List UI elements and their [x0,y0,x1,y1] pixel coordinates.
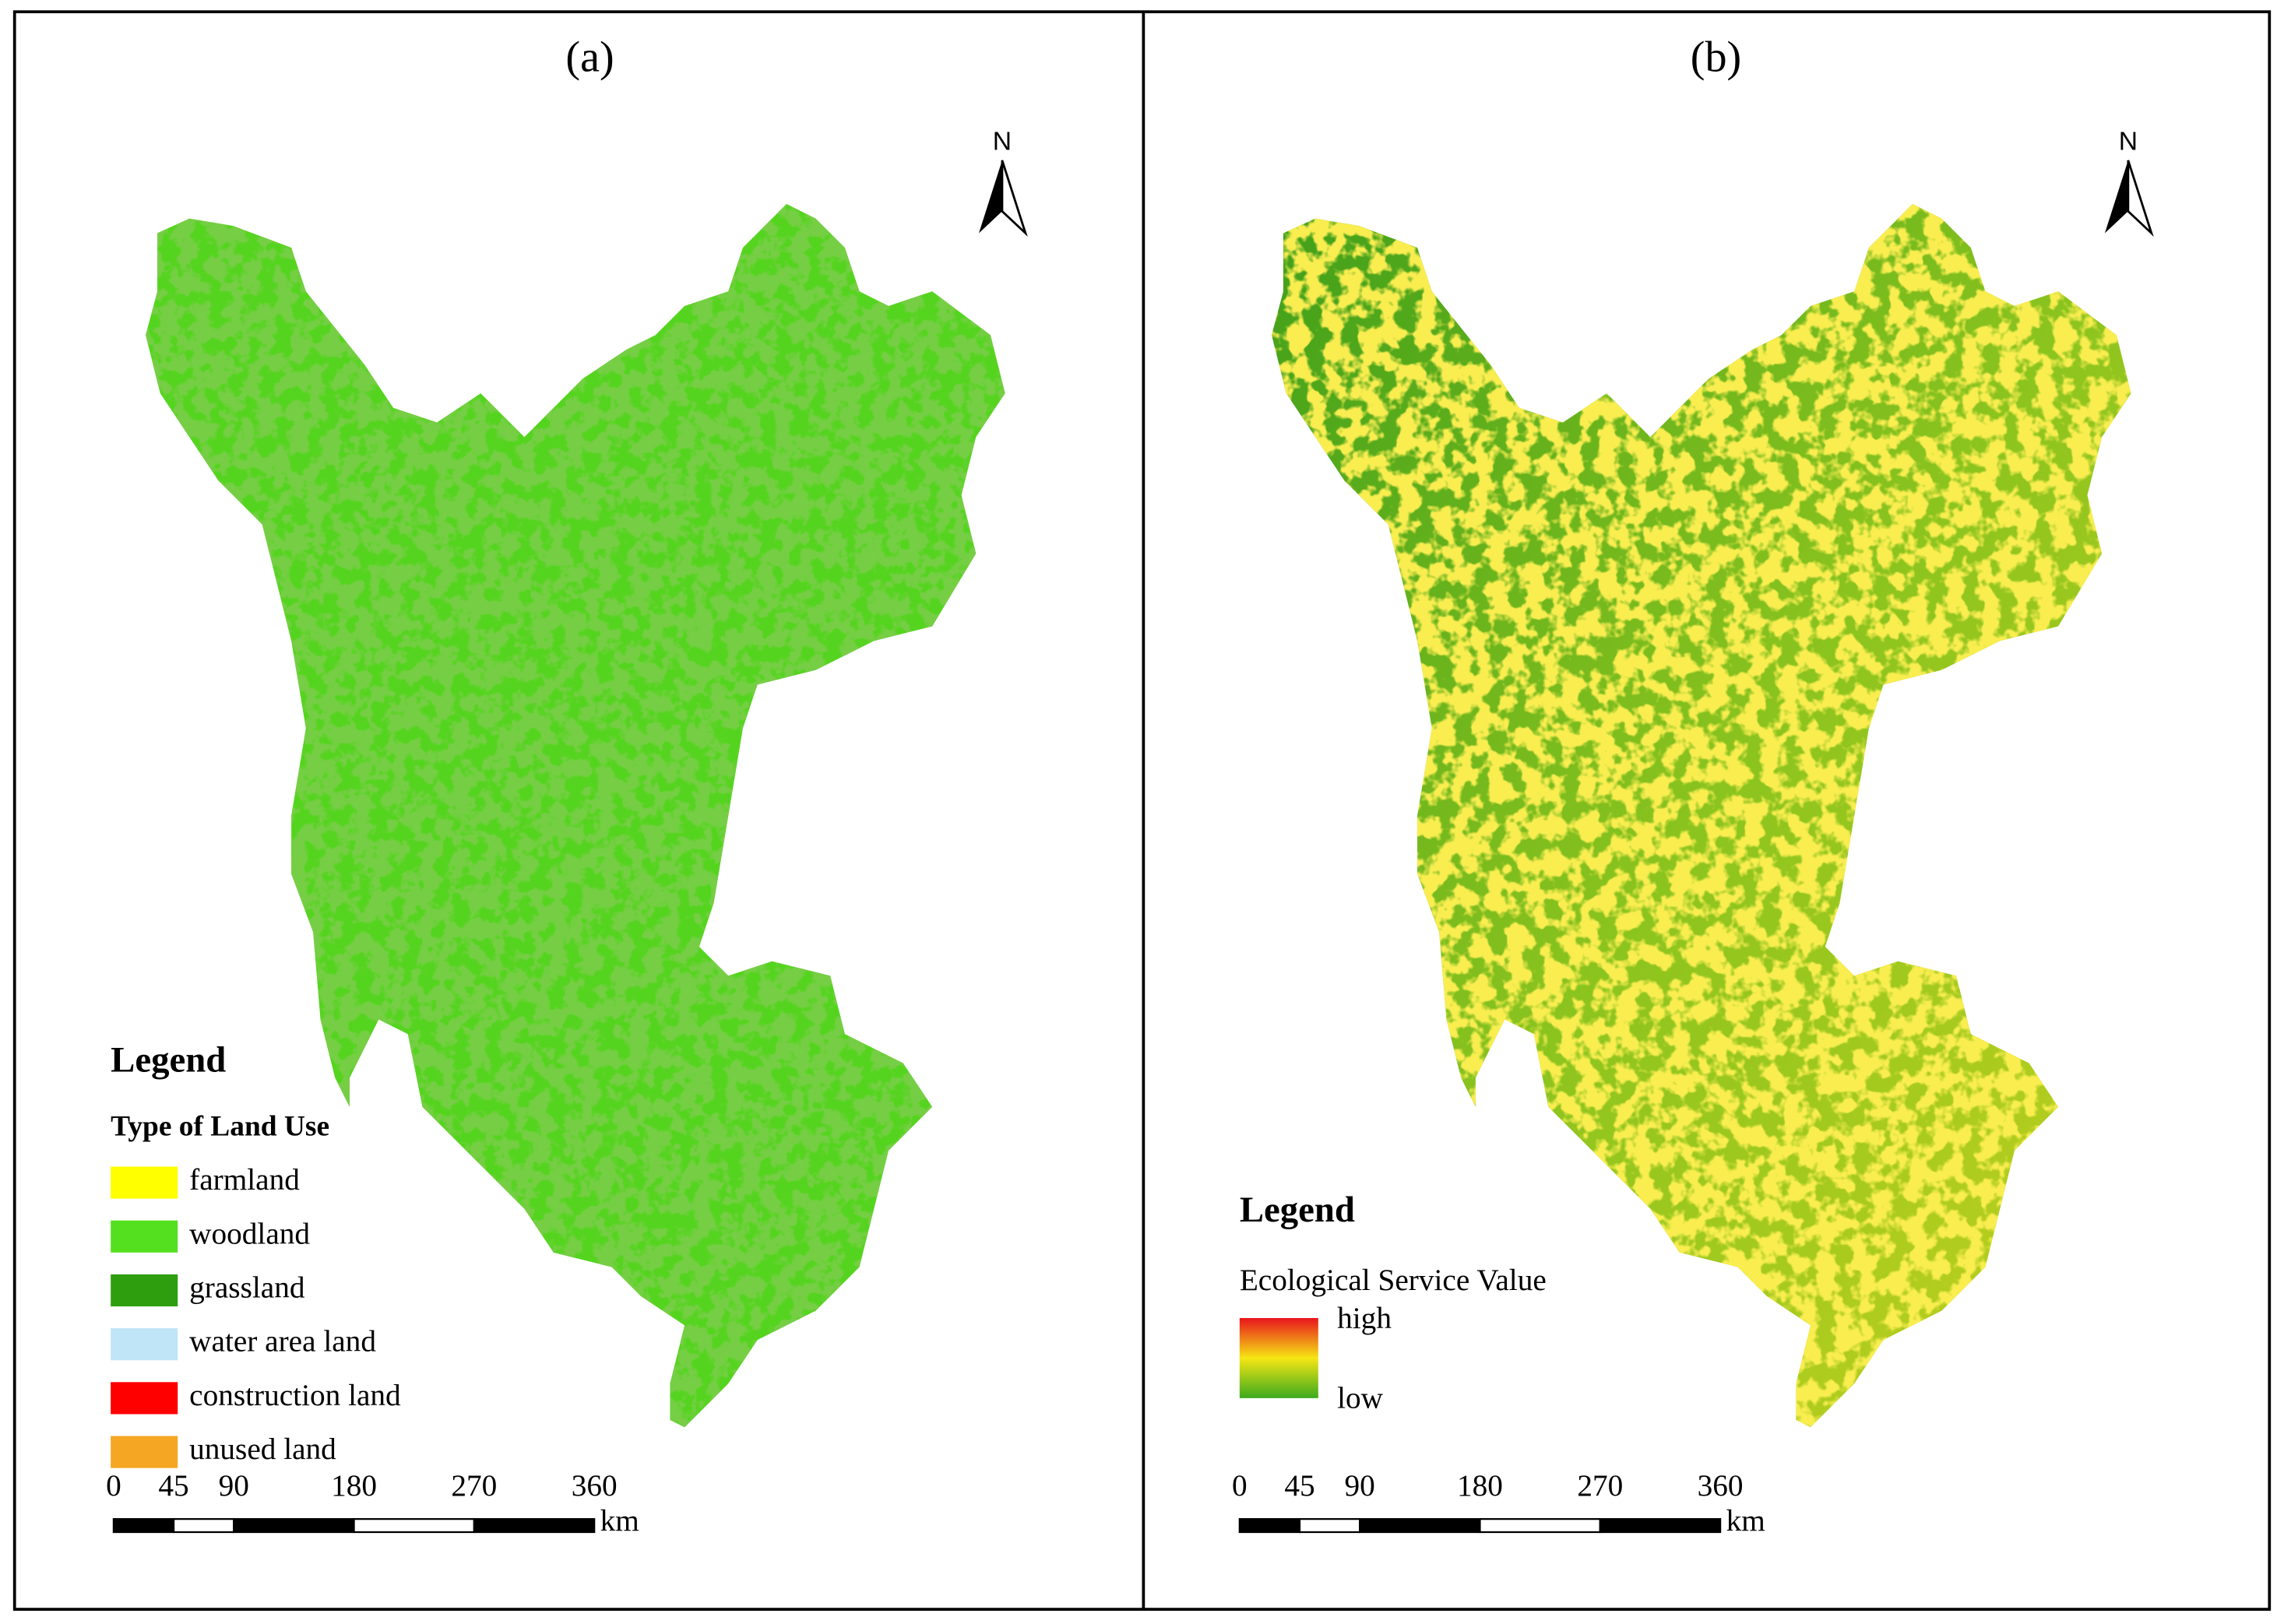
legend-title: Legend [1240,1190,1355,1230]
scale-label: 270 [1577,1469,1623,1503]
scale-label: 0 [106,1469,121,1503]
map-texture [146,204,1005,1428]
annotations: (a) N Legend Type of Land Use farmland woodla… [106,33,2154,1538]
scale-segment [233,1518,355,1534]
legend-label: construction land [189,1379,401,1412]
legend-label: unused land [189,1432,336,1466]
scale-label: 360 [572,1469,618,1503]
scale-unit: km [1726,1504,1765,1538]
north-arrow [2104,160,2128,234]
scale-label: 0 [1232,1469,1248,1503]
north-arrow [2127,160,2154,237]
panel-label: (b) [1691,33,1741,82]
legend-subtitle: Type of Land Use [111,1110,329,1142]
scale-label: 180 [1457,1469,1503,1503]
legend-label: woodland [189,1217,310,1250]
scale-segment [172,1518,235,1534]
scale-segment [353,1518,475,1534]
legend-swatch [111,1166,178,1199]
legend-swatch [111,1328,178,1361]
legend-swatch [111,1436,178,1468]
legend-ramp [1239,1318,1318,1398]
scale-label: 45 [158,1469,188,1503]
scale-label: 180 [331,1469,377,1503]
scale-label: 90 [1345,1469,1375,1503]
scale-unit: km [600,1504,639,1538]
north-label: N [2119,127,2138,156]
north-arrow [1001,160,1028,237]
scale-segment [1479,1518,1601,1534]
scale-label: 90 [219,1469,249,1503]
scale-segment [1359,1518,1481,1534]
north-arrow [979,160,1002,234]
north-label: N [993,127,1012,156]
legend-title: Legend [111,1039,226,1080]
scale-segment [1238,1518,1301,1534]
scale-label: 360 [1698,1469,1744,1503]
legend-subtitle: Ecological Service Value [1240,1264,1547,1297]
legend-label: grassland [189,1271,305,1304]
scale-segment [473,1518,596,1534]
scale-segment [112,1518,175,1534]
scale-label: 270 [451,1469,497,1503]
scale-label: 45 [1284,1469,1314,1503]
map-a [146,204,1005,1428]
scale-segment [1599,1518,1722,1534]
panel-label: (a) [565,33,614,82]
legend-swatch [111,1382,178,1415]
legend-low: low [1337,1382,1384,1415]
legend-swatch [111,1220,178,1253]
legend-high: high [1337,1302,1392,1335]
legend-swatch [111,1274,178,1307]
legend-label: water area land [189,1325,376,1359]
legend-label: farmland [189,1163,300,1197]
scale-segment [1298,1518,1361,1534]
